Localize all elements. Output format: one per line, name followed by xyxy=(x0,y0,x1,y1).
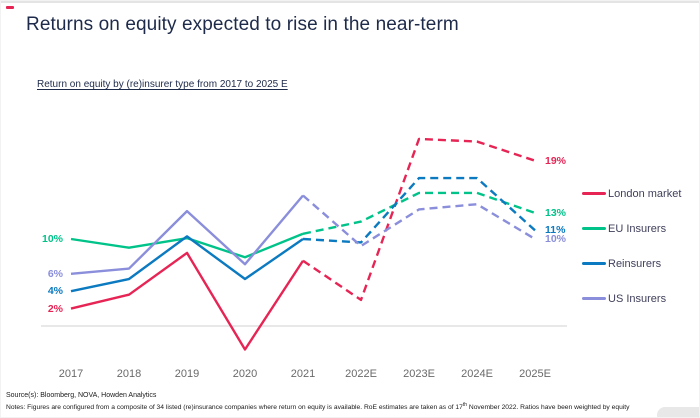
x-axis-label-2019: 2019 xyxy=(174,368,200,380)
line-eu-insurers-actual xyxy=(70,232,304,259)
chart-legend: London market EU Insurers Reinsurers US … xyxy=(582,187,681,305)
notes-text-suffix: November 2022. Ratios have been weighted… xyxy=(467,403,630,411)
line-us-insurers-actual xyxy=(70,194,304,275)
line-london-market-actual xyxy=(70,251,305,351)
start-label-london-market: 2% xyxy=(47,302,63,315)
legend-label-reinsurers: Reinsurers xyxy=(608,257,662,270)
footer: Source(s): Bloomberg, NOVA, Howden Analy… xyxy=(6,392,629,411)
legend-label-eu-insurers: EU Insurers xyxy=(608,222,667,235)
end-label-us-insurers: 10% xyxy=(545,233,567,245)
line-london-market-forecast xyxy=(302,137,536,302)
legend-item-eu-insurers: EU Insurers xyxy=(582,222,681,235)
legend-swatch-us-insurers xyxy=(582,297,606,300)
line-reinsurers-actual xyxy=(70,235,304,293)
legend-label-london-market: London market xyxy=(608,187,682,200)
page-title: Returns on equity expected to rise in th… xyxy=(26,14,459,35)
chart-subtitle: Return on equity by (re)insurer type fro… xyxy=(37,79,288,90)
notes-text: Notes: Figures are configured from a com… xyxy=(6,402,629,411)
line-us-insurers-forecast xyxy=(302,194,536,248)
line-eu-insurers-forecast xyxy=(302,191,536,235)
legend-swatch-reinsurers xyxy=(582,262,606,265)
legend-swatch-london-market xyxy=(582,192,606,195)
legend-item-london-market: London market xyxy=(582,187,681,200)
legend-item-us-insurers: US Insurers xyxy=(582,292,681,305)
end-label-london-market: 19% xyxy=(545,154,567,167)
watermark-blob xyxy=(657,407,699,417)
end-label-reinsurers: 11% xyxy=(545,224,566,237)
source-text: Source(s): Bloomberg, NOVA, Howden Analy… xyxy=(6,392,157,399)
end-label-eu-insurers: 13% xyxy=(545,206,567,219)
start-label-us-insurers: 6% xyxy=(47,267,63,280)
x-axis-label-2022E: 2022E xyxy=(345,368,377,380)
x-axis-label-2021: 2021 xyxy=(290,368,316,380)
x-axis-label-2023E: 2023E xyxy=(403,368,435,380)
legend-item-reinsurers: Reinsurers xyxy=(582,257,681,270)
line-reinsurers-forecast xyxy=(302,176,536,244)
logo-fragment xyxy=(6,6,14,9)
top-edge-line xyxy=(1,1,699,3)
x-axis-label-2024E: 2024E xyxy=(461,368,493,380)
legend-swatch-eu-insurers xyxy=(582,227,606,230)
notes-text-prefix: Notes: Figures are configured from a com… xyxy=(6,403,463,411)
x-axis-label-2025E: 2025E xyxy=(519,368,551,380)
legend-label-us-insurers: US Insurers xyxy=(608,292,667,305)
x-axis-label-2017: 2017 xyxy=(58,368,84,380)
notes-superscript: th xyxy=(462,401,468,408)
x-axis-label-2020: 2020 xyxy=(232,368,258,380)
x-axis-label-2018: 2018 xyxy=(116,368,142,380)
start-label-eu-insurers: 10% xyxy=(41,233,63,245)
start-label-reinsurers: 4% xyxy=(47,285,63,298)
